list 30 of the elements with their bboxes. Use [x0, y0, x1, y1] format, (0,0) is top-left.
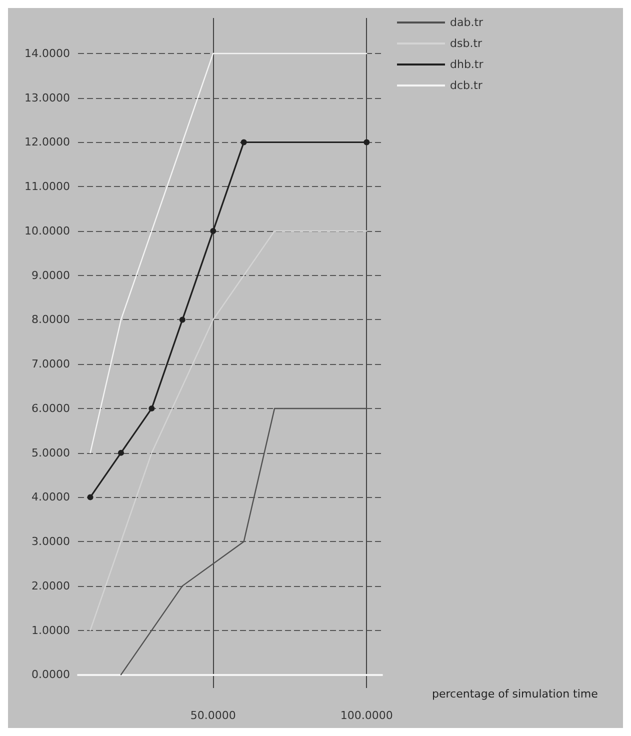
y-tick-label: 10.0000 — [24, 224, 70, 238]
point — [240, 139, 247, 146]
x-tick-label: 50.0000 — [190, 709, 236, 722]
point — [118, 450, 124, 456]
legend-label: dcb.tr — [450, 79, 483, 92]
y-tick-label: 9.0000 — [32, 268, 70, 282]
y-tick-label: 3.0000 — [32, 535, 70, 548]
legend-label: dhb.tr — [450, 58, 484, 71]
y-tick-label: 2.0000 — [32, 579, 70, 592]
point — [364, 139, 370, 146]
y-tick-label: 11.0000 — [24, 180, 70, 194]
y-tick-label: 14.0000 — [24, 46, 70, 60]
line-series — [90, 230, 368, 631]
point — [87, 494, 94, 500]
y-tick-label: 12.0000 — [24, 136, 70, 149]
point — [179, 316, 186, 323]
y-tick-label: 8.0000 — [32, 313, 70, 326]
y-tick-label: 5.0000 — [32, 446, 70, 460]
y-tick-label: 6.0000 — [32, 402, 70, 415]
y-tick-label: 7.0000 — [32, 358, 70, 371]
legend-label: dab.tr — [450, 16, 484, 29]
y-tick-label: 1.0000 — [32, 624, 70, 637]
y-tick-label: 13.0000 — [24, 91, 70, 104]
point — [148, 405, 155, 412]
legend-label: dsb.tr — [450, 37, 483, 50]
y-tick-label: 4.0000 — [32, 490, 70, 504]
y-tick-label: 0.0000 — [32, 668, 70, 682]
x-axis-title: percentage of simulation time — [432, 688, 598, 701]
x-tick-label: 100.0000 — [340, 709, 393, 722]
point — [210, 228, 216, 234]
